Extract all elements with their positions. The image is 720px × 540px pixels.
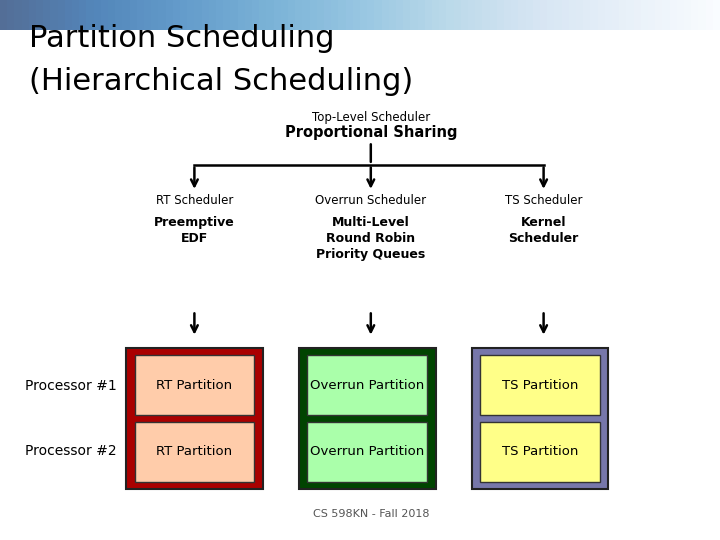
FancyBboxPatch shape [472,348,608,489]
FancyBboxPatch shape [299,348,436,489]
Text: RT Scheduler: RT Scheduler [156,194,233,207]
Text: Processor #1: Processor #1 [25,379,117,393]
FancyBboxPatch shape [135,355,254,415]
Text: (Hierarchical Scheduling): (Hierarchical Scheduling) [29,68,413,97]
FancyBboxPatch shape [135,422,254,482]
Text: Overrun Partition: Overrun Partition [310,379,424,392]
Text: Overrun Partition: Overrun Partition [310,446,424,458]
FancyBboxPatch shape [307,422,427,482]
FancyBboxPatch shape [480,355,600,415]
Text: Overrun Scheduler: Overrun Scheduler [315,194,426,207]
Text: RT Partition: RT Partition [156,446,233,458]
Text: Proportional Sharing: Proportional Sharing [284,125,457,140]
FancyBboxPatch shape [480,422,600,482]
Text: CS 598KN - Fall 2018: CS 598KN - Fall 2018 [312,509,429,519]
Text: Top-Level Scheduler: Top-Level Scheduler [312,111,430,124]
FancyBboxPatch shape [126,348,263,489]
Text: Partition Scheduling: Partition Scheduling [29,24,334,53]
Text: TS Partition: TS Partition [502,446,578,458]
Text: Processor #2: Processor #2 [25,444,117,458]
FancyBboxPatch shape [307,355,427,415]
Text: Kernel
Scheduler: Kernel Scheduler [508,216,579,245]
Text: TS Scheduler: TS Scheduler [505,194,582,207]
Text: RT Partition: RT Partition [156,379,233,392]
Text: Preemptive
EDF: Preemptive EDF [154,216,235,245]
Text: TS Partition: TS Partition [502,379,578,392]
Text: Multi-Level
Round Robin
Priority Queues: Multi-Level Round Robin Priority Queues [316,216,426,261]
